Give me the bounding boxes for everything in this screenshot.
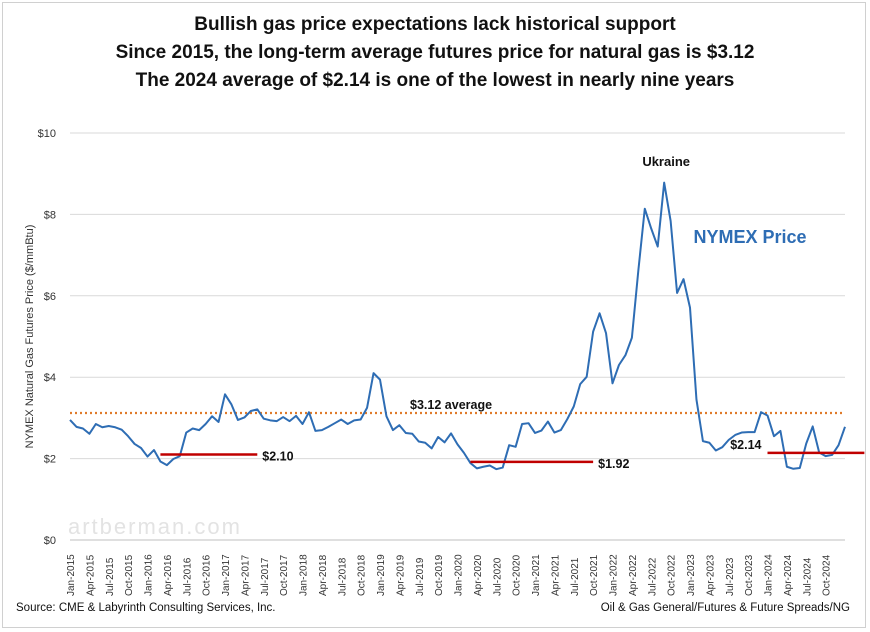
x-tick-label: Jul-2015 bbox=[105, 557, 116, 596]
x-tick-label: Apr-2019 bbox=[395, 554, 406, 596]
x-tick-label: Apr-2017 bbox=[240, 554, 251, 596]
period-average-label: $2.14 bbox=[730, 438, 761, 452]
chart-title-line-3: The 2024 average of $2.14 is one of the … bbox=[135, 70, 735, 91]
y-tick-label: $0 bbox=[44, 535, 56, 547]
x-tick-label: Jul-2016 bbox=[182, 557, 193, 596]
y-axis-label: NYMEX Natural Gas Futures Price ($/mmBtu… bbox=[24, 225, 36, 449]
x-tick-label: Apr-2015 bbox=[85, 554, 96, 596]
source-note: Source: CME & Labyrinth Consulting Servi… bbox=[16, 602, 276, 614]
x-tick-label: Apr-2016 bbox=[163, 554, 174, 596]
x-tick-label: Oct-2022 bbox=[667, 554, 678, 596]
series-label: NYMEX Price bbox=[693, 227, 806, 247]
chart-title-line-2: Since 2015, the long-term average future… bbox=[115, 42, 755, 63]
x-tick-label: Oct-2016 bbox=[202, 554, 213, 596]
x-tick-label: Apr-2020 bbox=[473, 554, 484, 596]
x-tick-label: Jul-2020 bbox=[492, 557, 503, 596]
x-tick-label: Jul-2018 bbox=[337, 557, 348, 596]
y-tick-label: $10 bbox=[38, 128, 56, 140]
y-tick-label: $4 bbox=[44, 372, 56, 384]
period-average-label: $2.10 bbox=[262, 450, 293, 464]
x-tick-label: Jul-2023 bbox=[725, 557, 736, 596]
x-tick-label: Jan-2024 bbox=[764, 554, 775, 596]
x-tick-label: Jan-2019 bbox=[376, 554, 387, 596]
period-average-label: $1.92 bbox=[598, 457, 629, 471]
x-tick-label: Oct-2015 bbox=[124, 554, 135, 596]
average-label: $3.12 average bbox=[410, 398, 492, 412]
x-tick-label: Jan-2020 bbox=[454, 554, 465, 596]
x-tick-label: Oct-2017 bbox=[279, 554, 290, 596]
series-line-nymex-price bbox=[69, 181, 846, 471]
x-tick-label: Apr-2022 bbox=[628, 554, 639, 596]
category-note: Oil & Gas General/Futures & Future Sprea… bbox=[600, 602, 850, 614]
x-tick-label: Jul-2024 bbox=[802, 557, 813, 596]
x-tick-label: Oct-2023 bbox=[744, 554, 755, 596]
x-tick-label: Jul-2022 bbox=[647, 557, 658, 596]
x-tick-label: Jan-2016 bbox=[144, 554, 155, 596]
watermark: artberman.com bbox=[68, 514, 242, 539]
x-tick-label: Jan-2023 bbox=[686, 554, 697, 596]
y-tick-label: $8 bbox=[44, 209, 56, 221]
x-tick-label: Oct-2019 bbox=[434, 554, 445, 596]
x-tick-label: Oct-2021 bbox=[589, 554, 600, 596]
x-tick-label: Jan-2021 bbox=[531, 554, 542, 596]
x-tick-label: Apr-2023 bbox=[705, 554, 716, 596]
y-tick-label: $6 bbox=[44, 291, 56, 303]
x-tick-label: Apr-2021 bbox=[550, 554, 561, 596]
x-tick-label: Jan-2017 bbox=[221, 554, 232, 596]
x-tick-label: Jan-2015 bbox=[66, 554, 77, 596]
x-tick-label: Jan-2018 bbox=[299, 554, 310, 596]
x-tick-label: Apr-2024 bbox=[783, 554, 794, 596]
x-tick-label: Jul-2019 bbox=[415, 557, 426, 596]
x-tick-label: Oct-2024 bbox=[822, 554, 833, 596]
x-tick-label: Oct-2018 bbox=[357, 554, 368, 596]
annotation-ukraine: Ukraine bbox=[642, 154, 690, 169]
x-tick-label: Jan-2022 bbox=[609, 554, 620, 596]
x-tick-label: Jul-2021 bbox=[570, 557, 581, 596]
x-tick-label: Apr-2018 bbox=[318, 554, 329, 596]
x-tick-label: Jul-2017 bbox=[260, 557, 271, 596]
x-tick-label: Oct-2020 bbox=[512, 554, 523, 596]
y-tick-label: $2 bbox=[44, 454, 56, 466]
chart-title-line-1: Bullish gas price expectations lack hist… bbox=[194, 14, 676, 35]
